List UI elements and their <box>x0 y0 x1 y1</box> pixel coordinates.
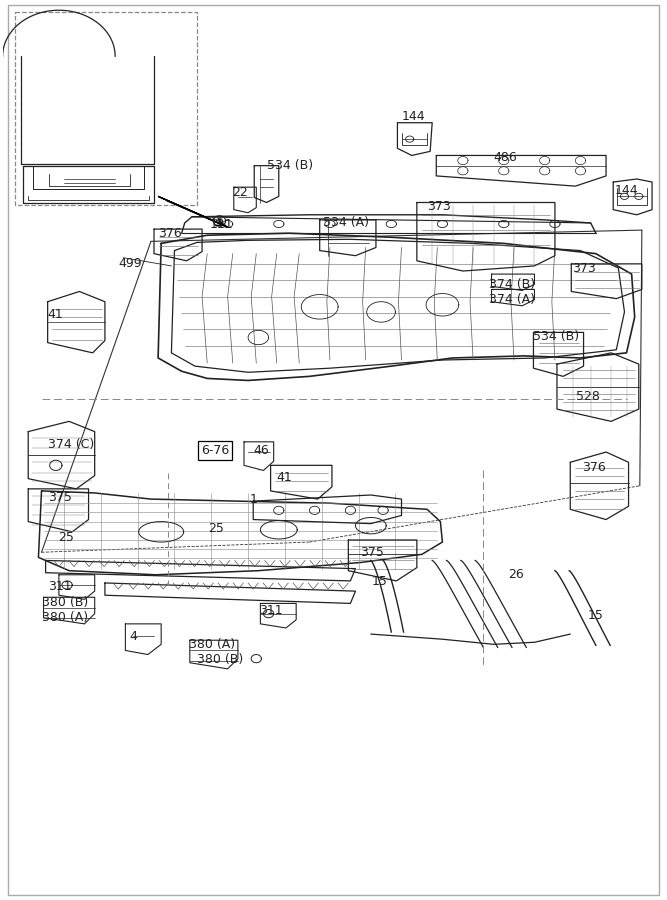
Text: 528: 528 <box>576 390 600 402</box>
Text: 374 (B): 374 (B) <box>490 278 536 292</box>
Text: 26: 26 <box>508 568 524 580</box>
Text: 41: 41 <box>47 308 63 320</box>
Text: 373: 373 <box>572 262 596 274</box>
Text: 380 (A): 380 (A) <box>189 638 235 652</box>
Text: 311: 311 <box>47 580 71 593</box>
Text: 144: 144 <box>402 111 425 123</box>
Text: 374 (C): 374 (C) <box>47 437 94 451</box>
Text: 499: 499 <box>118 256 142 270</box>
Text: 111: 111 <box>209 218 233 230</box>
Text: 373: 373 <box>427 201 451 213</box>
Text: 376: 376 <box>582 461 606 474</box>
Text: 486: 486 <box>494 151 518 165</box>
Text: 22: 22 <box>231 186 247 199</box>
Text: 380 (A): 380 (A) <box>41 610 87 624</box>
Polygon shape <box>158 196 227 227</box>
Text: 534 (A): 534 (A) <box>323 216 369 229</box>
Text: 375: 375 <box>47 491 71 504</box>
Text: 375: 375 <box>360 546 384 559</box>
FancyBboxPatch shape <box>15 13 197 204</box>
Text: 15: 15 <box>372 575 388 588</box>
Text: 376: 376 <box>158 227 182 240</box>
Text: 41: 41 <box>277 472 293 484</box>
Text: 311: 311 <box>259 605 283 617</box>
Text: 15: 15 <box>588 608 604 622</box>
Text: 46: 46 <box>253 444 269 457</box>
Text: 25: 25 <box>208 522 224 535</box>
Text: 374 (A): 374 (A) <box>490 292 536 305</box>
Text: 4: 4 <box>129 630 137 643</box>
Text: 6-76: 6-76 <box>201 444 229 457</box>
Text: 380 (B): 380 (B) <box>197 652 243 665</box>
Text: 1: 1 <box>250 493 258 506</box>
Text: 534 (B): 534 (B) <box>267 158 313 172</box>
Text: 144: 144 <box>614 184 638 197</box>
Text: 534 (B): 534 (B) <box>534 330 580 343</box>
Text: 380 (B): 380 (B) <box>41 596 88 609</box>
Text: 25: 25 <box>58 531 74 544</box>
